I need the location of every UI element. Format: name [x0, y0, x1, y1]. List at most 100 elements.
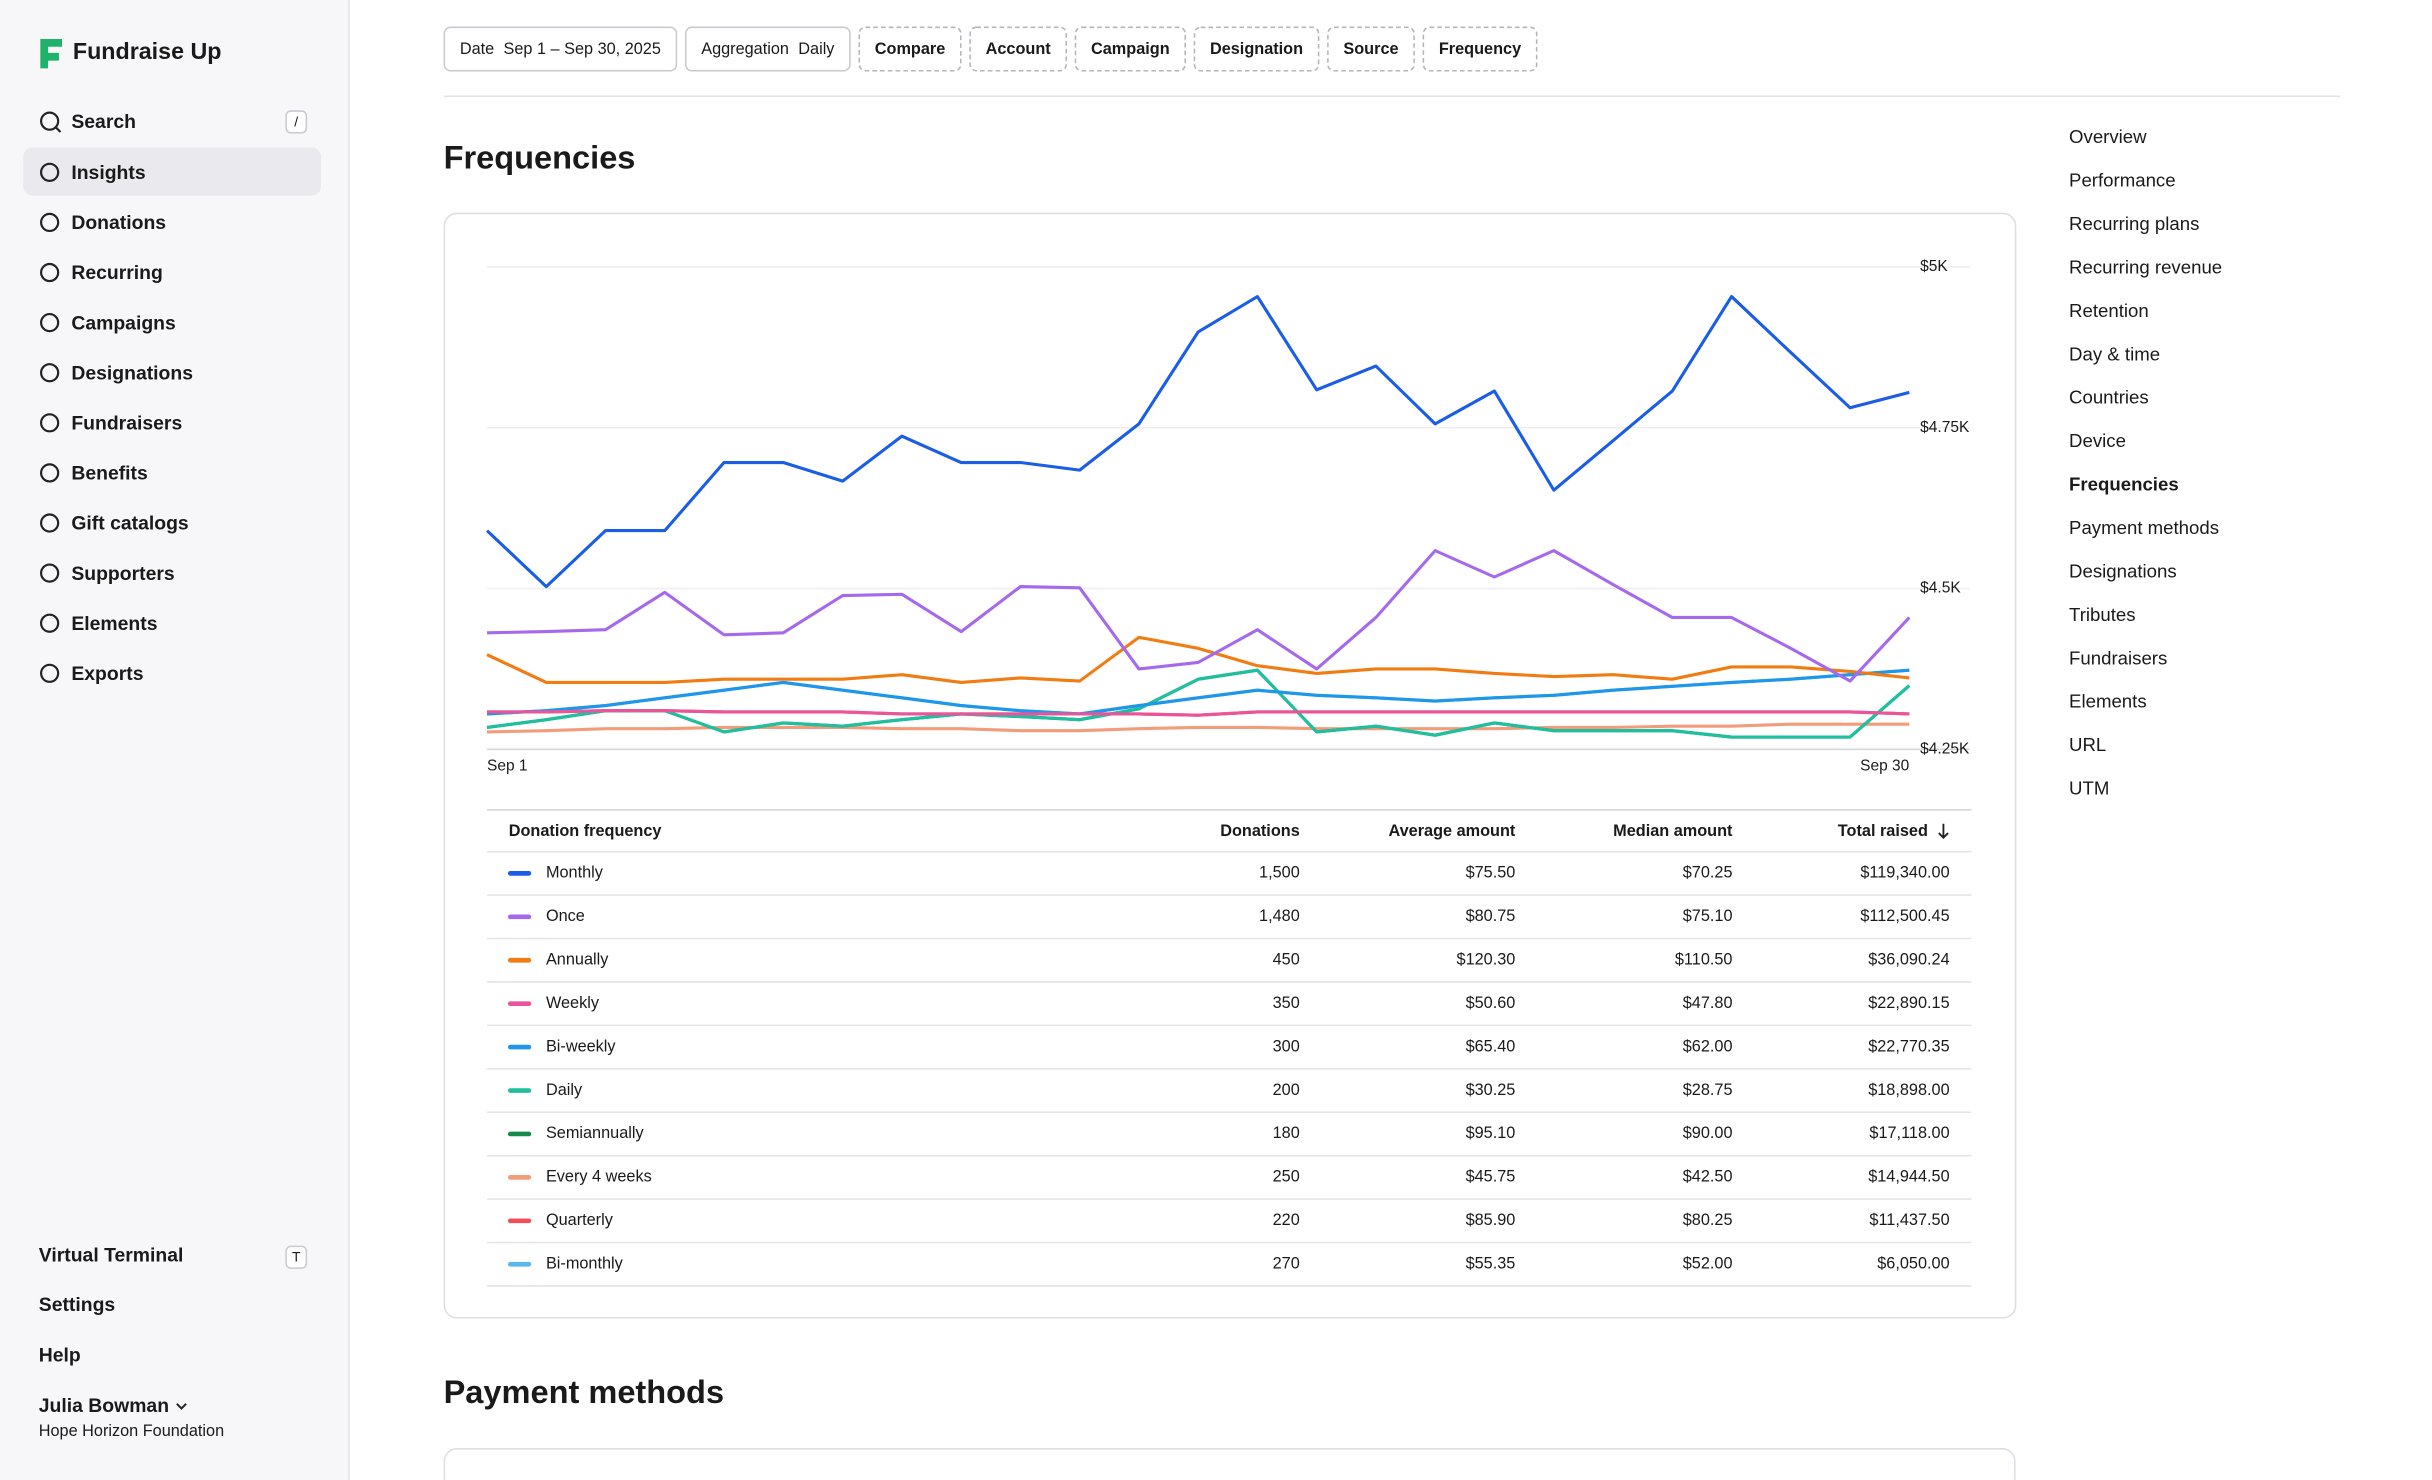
table-cell: $50.60: [1466, 994, 1516, 1012]
table-cell: $65.40: [1466, 1037, 1516, 1055]
filter-chip[interactable]: [1074, 26, 1186, 72]
nav-item[interactable]: Elements: [71, 613, 157, 635]
nav-item[interactable]: Fundraisers: [71, 412, 182, 434]
toc-item[interactable]: Countries: [2069, 387, 2149, 408]
filter-label: Campaign: [1091, 40, 1170, 58]
table-cell: 250: [1273, 1168, 1300, 1186]
logo-icon: [40, 38, 63, 69]
table-cell: 1,480: [1259, 907, 1300, 925]
y-tick-label: $4.25K: [1920, 740, 1970, 757]
toc-item[interactable]: Payment methods: [2069, 517, 2219, 538]
section-title: Frequencies: [444, 140, 636, 176]
active-nav-bg: [23, 147, 322, 196]
table-cell: $90.00: [1683, 1124, 1733, 1142]
nav-item[interactable]: Virtual Terminal: [39, 1245, 184, 1267]
brand: Fundraise Up: [73, 38, 222, 64]
toc-item[interactable]: Performance: [2069, 170, 2176, 191]
nav-item[interactable]: Settings: [39, 1294, 115, 1316]
filter-chip[interactable]: [858, 26, 962, 72]
key-hint: [285, 1245, 308, 1269]
toc-item[interactable]: Tributes: [2069, 604, 2136, 625]
toc-item[interactable]: Retention: [2069, 300, 2149, 321]
filter-chip[interactable]: [1193, 26, 1320, 72]
nav-icon: [40, 463, 60, 483]
user-name[interactable]: Julia Bowman: [39, 1395, 169, 1417]
nav-item[interactable]: Insights: [71, 162, 145, 184]
row-label: Once: [546, 907, 585, 925]
nav-item[interactable]: Benefits: [71, 463, 147, 485]
filter-chip[interactable]: [1327, 26, 1415, 72]
filter-label: Source: [1343, 40, 1398, 58]
toc-item[interactable]: Elements: [2069, 691, 2147, 712]
table-cell: $36,090.24: [1868, 951, 1949, 969]
row-label: Annually: [546, 951, 609, 969]
column-header: Donation frequency: [509, 822, 662, 840]
key-hint-label: T: [292, 1249, 301, 1265]
toc-item[interactable]: Recurring revenue: [2069, 256, 2222, 277]
filter-value: Sep 1 – Sep 30, 2025: [504, 40, 661, 58]
nav-icon: [40, 111, 60, 131]
series-line: [486, 635, 1910, 685]
nav-icon: [40, 613, 60, 633]
column-header[interactable]: Median amount: [1613, 822, 1733, 840]
series-line: [486, 668, 1910, 716]
table-cell: $18,898.00: [1868, 1081, 1949, 1099]
filter-chip[interactable]: [1422, 26, 1538, 72]
filter-value: Daily: [798, 40, 835, 58]
toc-item[interactable]: Device: [2069, 430, 2126, 451]
row-label: Every 4 weeks: [546, 1168, 652, 1186]
table-cell: $17,118.00: [1869, 1124, 1949, 1142]
row-label: Weekly: [546, 994, 600, 1012]
column-header[interactable]: Donations: [1220, 822, 1300, 840]
toc-item[interactable]: Frequencies: [2069, 474, 2179, 495]
filter-chip[interactable]: [443, 26, 678, 72]
table-cell: 1,500: [1259, 864, 1300, 882]
column-header[interactable]: Average amount: [1388, 822, 1515, 840]
toc-item[interactable]: Day & time: [2069, 343, 2160, 364]
toc-item[interactable]: UTM: [2069, 778, 2109, 799]
table-cell: $75.50: [1466, 864, 1516, 882]
table-cell: $120.30: [1457, 951, 1516, 969]
nav-icon: [40, 262, 60, 283]
table-cell: $22,770.35: [1868, 1037, 1949, 1055]
section-title: Payment methods: [444, 1374, 724, 1410]
filter-label: Compare: [875, 40, 946, 58]
toc-item[interactable]: Designations: [2069, 560, 2177, 581]
table-cell: $42.50: [1683, 1168, 1733, 1186]
column-header[interactable]: Total raised: [1838, 822, 1928, 840]
nav-item[interactable]: Recurring: [71, 262, 163, 284]
filter-chip[interactable]: [684, 26, 851, 72]
nav-item[interactable]: Exports: [71, 663, 143, 685]
org-name: Hope Horizon Foundation: [39, 1422, 224, 1440]
nav-icon: [40, 413, 60, 433]
y-tick-label: $4.5K: [1920, 580, 1961, 597]
series-line: [487, 709, 1910, 717]
table-cell: $28.75: [1683, 1081, 1733, 1099]
nav-item[interactable]: Supporters: [71, 563, 174, 585]
table-cell: $80.75: [1466, 907, 1516, 925]
nav-item[interactable]: Donations: [71, 212, 166, 234]
nav-icon: [40, 513, 60, 533]
filter-chip[interactable]: [969, 26, 1067, 72]
table-cell: 270: [1273, 1255, 1300, 1273]
nav-item[interactable]: Help: [39, 1344, 81, 1366]
toc-item[interactable]: Recurring plans: [2069, 213, 2199, 234]
nav-item[interactable]: Designations: [71, 362, 193, 384]
nav-item[interactable]: Campaigns: [71, 312, 175, 334]
nav-item[interactable]: Gift catalogs: [71, 513, 188, 535]
filter-label: Aggregation: [701, 40, 789, 58]
toc-item[interactable]: URL: [2069, 734, 2106, 755]
nav-icon: [55, 126, 62, 133]
nav-item[interactable]: Search: [71, 111, 136, 133]
table-cell: $112,500.45: [1860, 907, 1949, 925]
toc-item[interactable]: Fundraisers: [2069, 647, 2167, 668]
filter-label: Account: [986, 40, 1052, 58]
table-cell: $80.25: [1683, 1211, 1733, 1229]
nav-icon: [40, 212, 60, 233]
nav-icon: [40, 313, 60, 333]
toc-item[interactable]: Overview: [2069, 126, 2147, 147]
row-label: Bi-weekly: [546, 1037, 616, 1055]
nav-icon: [40, 563, 60, 583]
